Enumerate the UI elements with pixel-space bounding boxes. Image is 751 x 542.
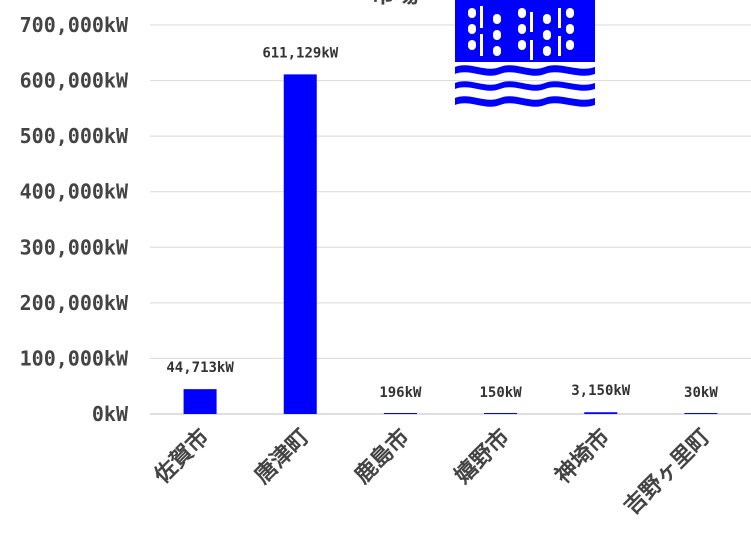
waterfall-drop bbox=[518, 40, 526, 50]
waterfall-streak bbox=[558, 8, 561, 28]
data-label: 196kW bbox=[379, 385, 422, 401]
waterfall-drop bbox=[543, 14, 551, 24]
data-label: 3,150kW bbox=[571, 383, 631, 399]
x-tick-label: 鹿島市 bbox=[350, 424, 415, 489]
bar-layer bbox=[183, 74, 718, 414]
x-tick-label: 嬉野市 bbox=[450, 424, 515, 489]
waterfall-drop bbox=[493, 14, 501, 24]
waterfall-drop bbox=[518, 8, 526, 18]
waterfall-drop bbox=[566, 40, 574, 50]
x-tick-label: 吉野ヶ里町 bbox=[619, 424, 715, 520]
grid-layer bbox=[150, 24, 751, 359]
y-tick-label: 400,000kW bbox=[20, 180, 129, 204]
data-label: 611,129kW bbox=[262, 45, 338, 61]
waterfall-drop bbox=[493, 46, 501, 56]
y-tick-label: 100,000kW bbox=[20, 346, 129, 370]
waterfall-drop bbox=[468, 24, 476, 34]
waterfall-drop bbox=[543, 30, 551, 40]
y-tick-label: 500,000kW bbox=[20, 124, 129, 148]
data-label: 30kW bbox=[684, 385, 718, 401]
waterfall-streak bbox=[480, 34, 483, 56]
waterfall-streak bbox=[530, 12, 533, 32]
waterfall-streak bbox=[480, 6, 483, 28]
x-tick-label: 神埼市 bbox=[550, 424, 615, 489]
waterfall-drop bbox=[566, 8, 574, 18]
waterfall-drop bbox=[543, 46, 551, 56]
y-tick-label: 600,000kW bbox=[20, 69, 129, 93]
waterfall-drop bbox=[566, 24, 574, 34]
waterfall-wave bbox=[455, 96, 595, 107]
data-label-layer: 44,713kW 611,129kW 196kW 150kW 3,150kW 30kW bbox=[166, 45, 718, 401]
bar bbox=[283, 74, 317, 414]
x-tick-label: 佐賀市 bbox=[149, 424, 215, 490]
waterfall-drop bbox=[518, 24, 526, 34]
bar bbox=[484, 413, 518, 414]
data-label: 150kW bbox=[480, 385, 523, 401]
waterfall-streak bbox=[558, 36, 561, 56]
y-tick-label: 200,000kW bbox=[20, 291, 129, 315]
y-tick-layer: 0kW 100,000kW 200,000kW 300,000kW 400,000kW 5… bbox=[20, 13, 129, 426]
y-tick-label: 700,000kW bbox=[20, 13, 129, 37]
x-tick-label: 唐津町 bbox=[249, 424, 314, 489]
bar bbox=[684, 413, 718, 414]
y-tick-label: 0kW bbox=[92, 402, 129, 426]
data-label: 44,713kW bbox=[166, 360, 234, 376]
waterfall-wave bbox=[455, 81, 595, 91]
waterfall-streak bbox=[530, 40, 533, 60]
y-tick-label: 300,000kW bbox=[20, 235, 129, 259]
chart-title: 市場 bbox=[371, 0, 419, 8]
waterfall-icon bbox=[455, 0, 595, 107]
bar bbox=[183, 389, 217, 414]
waterfall-drop bbox=[493, 30, 501, 40]
waterfall-drop bbox=[468, 8, 476, 18]
x-tick-layer: 佐賀市 唐津町 鹿島市 嬉野市 神埼市 吉野ヶ里町 bbox=[149, 424, 716, 520]
bar bbox=[383, 413, 417, 414]
bar bbox=[584, 412, 618, 414]
waterfall-drop bbox=[468, 40, 476, 50]
waterfall-wave bbox=[455, 65, 595, 76]
